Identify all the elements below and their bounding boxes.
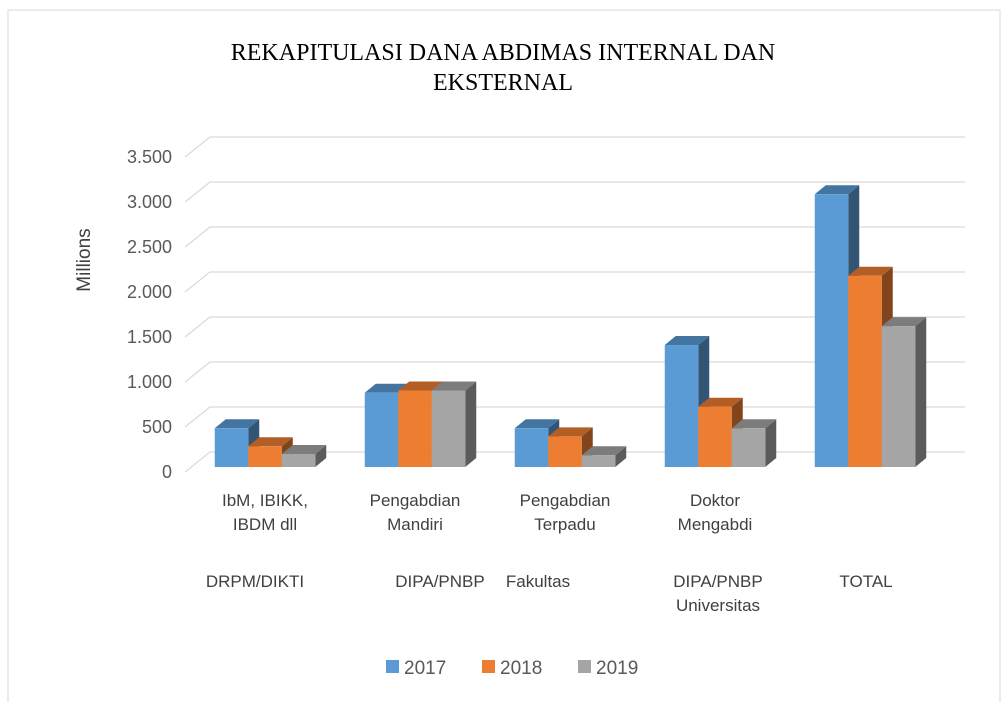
x-group-label: Fakultas <box>505 572 571 591</box>
bar-top <box>214 419 260 429</box>
bar-top <box>731 419 777 429</box>
bar <box>398 390 432 467</box>
bar <box>664 345 699 467</box>
bar-top <box>698 397 743 407</box>
bar-top <box>281 444 327 454</box>
x-tick-label: IbM, IBIKK, IBDM dll <box>222 491 308 534</box>
grid-line <box>184 136 965 158</box>
y-tick-label: 3.500 <box>127 147 172 167</box>
grid-line <box>184 361 965 383</box>
x-tick-label: Doktor Mengabdi <box>677 491 753 534</box>
bar-top <box>398 381 443 391</box>
x-group-label: DIPA/PNBP <box>395 572 485 591</box>
y-tick-label: 1.000 <box>127 372 172 392</box>
bar <box>848 275 882 467</box>
bar-side <box>315 444 327 467</box>
x-tick-label: Pengabdian Terpadu <box>519 491 611 534</box>
legend-label: 2018 <box>500 658 542 679</box>
bar-side <box>465 381 477 467</box>
legend-swatch <box>578 660 591 673</box>
x-group-label: DIPA/PNBP Universitas <box>673 572 763 615</box>
bar <box>431 390 466 467</box>
y-tick-label: 0 <box>162 462 172 482</box>
bar <box>548 436 582 467</box>
y-tick-label: 3.000 <box>127 192 172 212</box>
bar-top <box>431 381 477 391</box>
bar <box>364 392 399 467</box>
x-group-label: DRPM/DIKTI <box>205 572 305 591</box>
bar <box>514 428 549 467</box>
bar <box>731 428 766 467</box>
y-tick-label: 2.000 <box>127 282 172 302</box>
bar-side <box>765 419 777 467</box>
bar <box>214 428 249 467</box>
x-group-label: TOTAL <box>839 572 893 591</box>
bar-side <box>615 446 627 467</box>
bar <box>581 455 616 467</box>
grid-line <box>184 271 965 293</box>
bar-side <box>915 317 927 467</box>
bar <box>281 453 316 467</box>
chart-title: REKAPITULASI DANA ABDIMAS INTERNAL DAN E… <box>230 40 776 96</box>
bar-top <box>664 336 710 346</box>
bar-top <box>581 446 627 456</box>
bar <box>248 446 282 467</box>
bar-top <box>848 266 893 276</box>
bar-top <box>514 419 560 429</box>
y-tick-label: 2.500 <box>127 237 172 257</box>
grid-line <box>184 316 965 338</box>
bar-top <box>248 437 293 447</box>
grid-line <box>184 226 965 248</box>
bar-top <box>881 317 927 327</box>
legend-label: 2019 <box>596 658 638 679</box>
legend-swatch <box>482 660 495 673</box>
grid-line <box>184 181 965 203</box>
y-axis-label: Millions <box>74 228 95 292</box>
bar-top <box>548 427 593 437</box>
bar <box>814 194 849 468</box>
legend-label: 2017 <box>404 658 446 679</box>
legend-swatch <box>386 660 399 673</box>
y-tick-label: 1.500 <box>127 327 172 347</box>
bar-top <box>814 185 860 195</box>
bar-top <box>364 383 410 393</box>
chart-border <box>7 9 1001 702</box>
y-tick-label: 500 <box>142 417 172 437</box>
x-tick-label: Pengabdian Mandiri <box>369 491 461 534</box>
bar <box>698 406 732 467</box>
bar <box>881 326 916 467</box>
